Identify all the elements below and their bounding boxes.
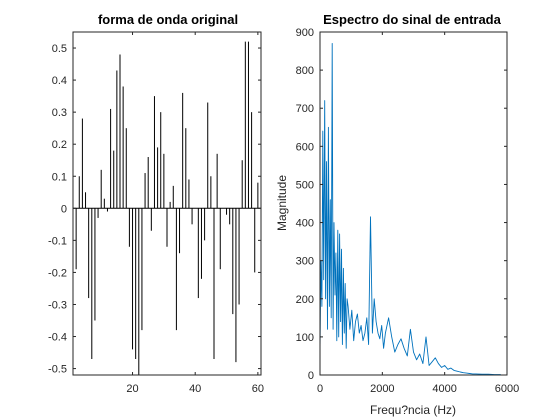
y-tick-label: -0.2 bbox=[48, 267, 67, 279]
y-tick-label: -0.1 bbox=[48, 235, 67, 247]
x-tick-label: 0 bbox=[317, 383, 323, 395]
y-tick-label: 500 bbox=[296, 179, 314, 191]
y-tick-label: 0.5 bbox=[52, 43, 67, 55]
y-tick-label: 700 bbox=[296, 103, 314, 115]
y-tick-label: 800 bbox=[296, 65, 314, 77]
stem-chart-stems bbox=[73, 41, 262, 375]
spectrum-chart-ticks: 0 100 200 300 400 500 600 700 800 900 0 2000 4000 600… bbox=[296, 27, 520, 395]
y-tick-label: -0.5 bbox=[48, 364, 67, 376]
spectrum-chart: Espectro do sinal de entrada 0 100 200 300 4… bbox=[275, 12, 519, 417]
y-tick-label: -0.3 bbox=[48, 299, 67, 311]
x-tick-label: 20 bbox=[126, 383, 138, 395]
y-tick-label: 600 bbox=[296, 141, 314, 153]
spectrum-chart-xlabel: Frequ?ncia (Hz) bbox=[370, 403, 456, 417]
y-tick-label: 0 bbox=[61, 203, 67, 215]
stem-chart-ticks: -0.5 -0.4 -0.3 -0.2 -0.1 0 0.1 0.2 0.3 0.4 0.5 20 40… bbox=[48, 32, 264, 395]
y-tick-label: 0.3 bbox=[52, 107, 67, 119]
y-tick-label: 200 bbox=[296, 294, 314, 306]
spectrum-chart-plot-area bbox=[320, 32, 507, 375]
y-tick-label: -0.4 bbox=[48, 332, 67, 344]
x-tick-label: 40 bbox=[189, 383, 201, 395]
x-tick-label: 60 bbox=[252, 383, 264, 395]
x-tick-label: 4000 bbox=[432, 383, 456, 395]
y-tick-label: 900 bbox=[296, 27, 314, 39]
spectrum-chart-ylabel: Magnitude bbox=[275, 175, 289, 231]
y-tick-label: 0.2 bbox=[52, 139, 67, 151]
stem-chart-axes-box bbox=[72, 31, 262, 376]
spectrum-chart-title: Espectro do sinal de entrada bbox=[323, 12, 501, 27]
y-tick-label: 0 bbox=[308, 370, 314, 382]
y-tick-label: 300 bbox=[296, 256, 314, 268]
stem-chart-title: forma de onda original bbox=[98, 12, 238, 27]
spectrum-chart-axes-box bbox=[319, 31, 508, 376]
y-tick-label: 0.1 bbox=[52, 171, 67, 183]
spectrum-chart-line-group bbox=[319, 42, 501, 376]
spectrum-series-line bbox=[319, 42, 501, 376]
stem-chart: forma de onda original -0.5-0.4-0.3-0.2-… bbox=[48, 12, 264, 395]
y-tick-label: 100 bbox=[296, 332, 314, 344]
x-tick-label: 2000 bbox=[370, 383, 394, 395]
y-tick-label: 0.4 bbox=[52, 75, 67, 87]
y-tick-label: 400 bbox=[296, 218, 314, 230]
x-tick-label: 6000 bbox=[495, 383, 519, 395]
